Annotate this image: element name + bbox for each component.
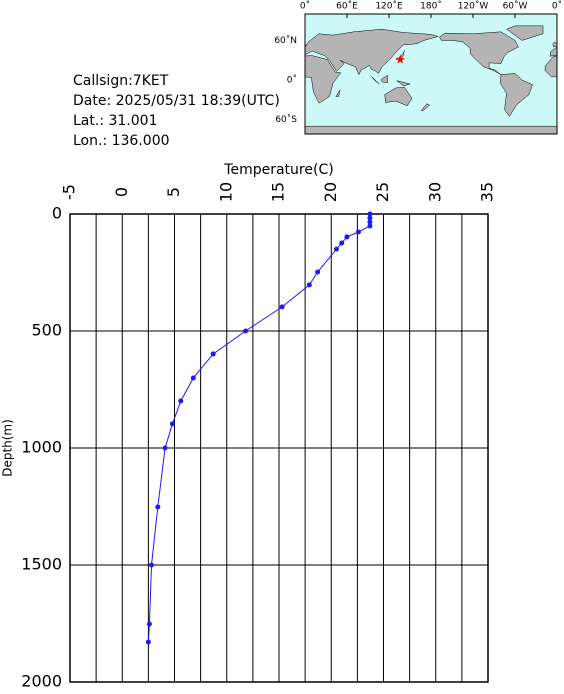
y-tick-label: 0: [52, 204, 62, 223]
x-tick-label: 35: [478, 182, 497, 202]
landmass: [396, 80, 411, 87]
data-point: [367, 219, 373, 225]
plot-frame: [69, 213, 489, 683]
antarctica: [305, 125, 557, 134]
x-tick-label: 30: [425, 182, 444, 202]
landmass: [500, 73, 533, 117]
data-point: [145, 639, 151, 645]
map-lat-label: 60˚N: [274, 35, 297, 46]
x-tick-label: 10: [216, 182, 235, 202]
y-tick-label: 1000: [21, 438, 62, 457]
data-point: [190, 375, 196, 381]
map-lon-label: 120˚W: [458, 1, 489, 12]
data-point: [367, 211, 373, 217]
landmass: [384, 86, 413, 107]
x-tick-label: 5: [164, 187, 183, 197]
y-axis-label: Depth(m): [1, 419, 15, 477]
landmass: [420, 103, 431, 112]
y-tick-label: 500: [31, 321, 62, 340]
landmass: [506, 25, 544, 41]
map-lon-label: 0˚: [300, 1, 310, 12]
x-tick-label: 20: [321, 182, 340, 202]
data-point: [155, 504, 161, 510]
landmass: [549, 46, 557, 57]
y-tick-label: 1500: [21, 555, 62, 574]
x-tick-label: -5: [60, 184, 79, 200]
landmass: [335, 89, 341, 97]
landmass: [439, 31, 519, 75]
data-point: [367, 223, 373, 229]
data-point: [339, 240, 345, 246]
x-tick-label: 15: [269, 182, 288, 202]
data-point: [243, 328, 249, 334]
data-line: [147, 214, 371, 643]
info-line: Date: 2025/05/31 18:39(UTC): [73, 93, 280, 109]
location-marker: [395, 54, 405, 64]
x-tick-label: 0: [112, 187, 131, 197]
data-point: [178, 398, 184, 404]
data-point: [355, 229, 361, 235]
map-lon-label: 120˚E: [375, 1, 403, 12]
data-point: [315, 269, 321, 275]
x-axis-label: Temperature(C): [223, 162, 333, 178]
data-point: [333, 246, 339, 252]
landmass: [395, 50, 405, 60]
map-lon-label: 0˚: [552, 1, 562, 12]
data-point: [367, 215, 373, 221]
landmass: [305, 55, 342, 104]
landmass: [371, 76, 380, 85]
map-lon-label: 60˚W: [503, 1, 528, 12]
map-lon-label: 180˚: [420, 1, 442, 12]
x-tick-label: 25: [373, 182, 392, 202]
landmass: [381, 74, 388, 83]
data-point: [210, 351, 216, 357]
data-point: [279, 304, 285, 310]
landmass: [544, 55, 557, 78]
data-point: [149, 562, 155, 568]
info-line: Callsign:7KET: [73, 73, 169, 89]
data-point: [306, 282, 312, 288]
plot: -5 0 5 10 15 20 25 30 35 0 500 1000 1500 2000: [21, 182, 497, 691]
data-point: [344, 234, 350, 240]
landmass: [187, 32, 266, 75]
map-lat-label: 60˚S: [275, 114, 297, 125]
data-point: [146, 621, 152, 627]
y-tick-label: 2000: [21, 672, 62, 691]
info-line: Lon.: 136.000: [73, 133, 170, 149]
map-lon-label: 60˚E: [336, 1, 358, 12]
info-line: Lat.: 31.001: [73, 113, 157, 129]
map-lat-label: 0˚: [287, 75, 297, 86]
data-point: [169, 421, 175, 427]
data-point: [162, 445, 168, 451]
landmass: [305, 28, 439, 76]
map-land: [187, 25, 557, 134]
info-block: Callsign:7KET Date: 2025/05/31 18:39(UTC)…: [73, 73, 280, 149]
